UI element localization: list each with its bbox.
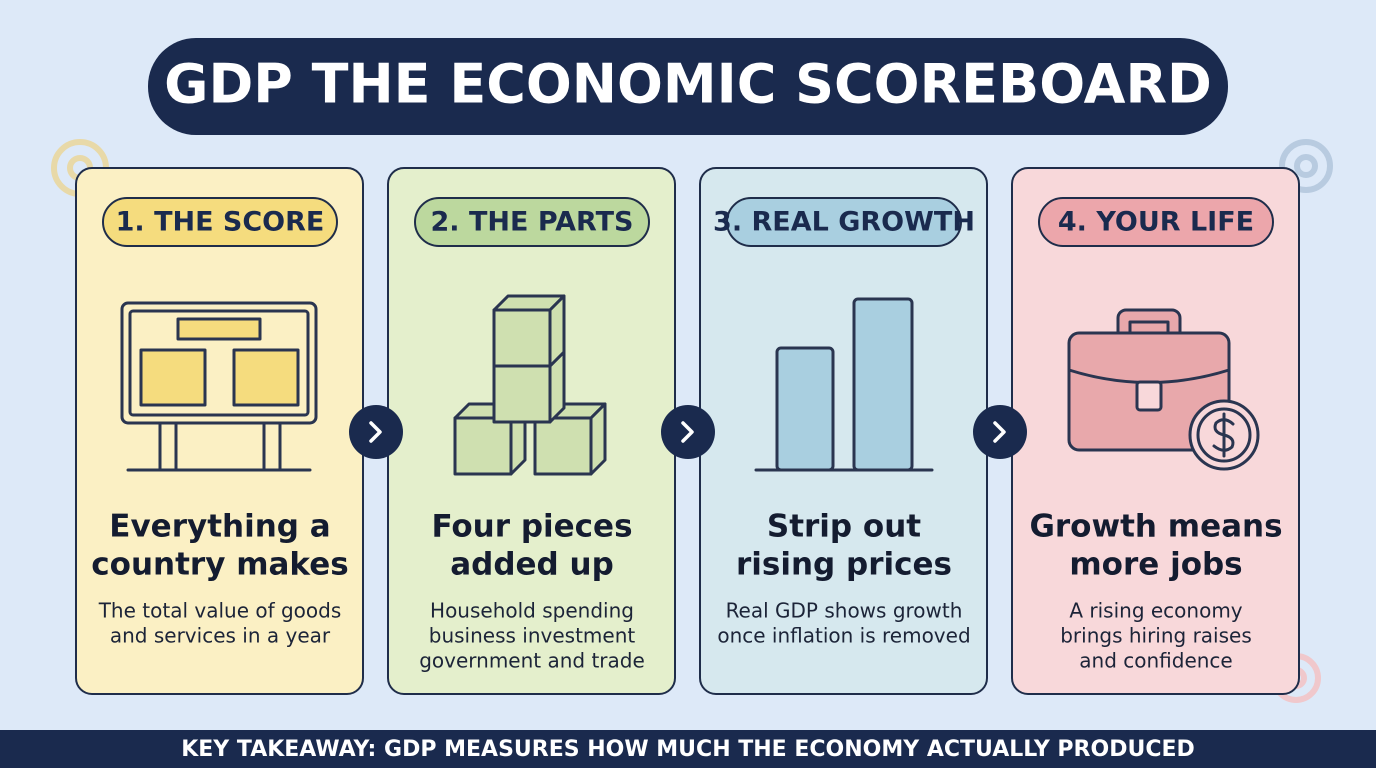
card-body: and services in a year — [110, 624, 331, 648]
arrow-chevron — [369, 421, 382, 443]
card-heading: Growth means — [1029, 509, 1282, 545]
card-label: 1. THE SCORE — [116, 207, 325, 238]
arrow-circle — [661, 405, 715, 459]
bars-icon — [754, 297, 934, 472]
arrows — [349, 405, 1027, 459]
card-heading: country makes — [91, 547, 348, 583]
card-label: 4. YOUR LIFE — [1058, 207, 1254, 238]
card-body: business investment — [429, 624, 636, 648]
card-body: The total value of goods — [98, 599, 342, 623]
arrow-chevron — [993, 421, 1006, 443]
card-label-pill — [1038, 197, 1274, 247]
card-heading: Everything a — [109, 509, 330, 545]
card-body: Real GDP shows growth — [726, 599, 963, 623]
title-pill — [148, 38, 1228, 135]
card-label-pill — [726, 197, 962, 247]
card-label-pill — [102, 197, 338, 247]
title: GDP THE ECONOMIC SCOREBOARD — [164, 53, 1212, 116]
cubes-icon — [453, 294, 607, 476]
card-label-pill — [414, 197, 650, 247]
card-body: A rising economy — [1069, 599, 1242, 623]
card-body: Household spending — [430, 599, 634, 623]
arrow-chevron — [681, 421, 694, 443]
card-label: 2. THE PARTS — [431, 207, 634, 238]
card-heading: Strip out — [767, 509, 921, 545]
card-body: once inflation is removed — [717, 624, 970, 648]
card-label: 3. REAL GROWTH — [713, 207, 975, 238]
card-heading: rising prices — [736, 547, 952, 583]
card-heading: Four pieces — [431, 509, 632, 545]
footer-text: KEY TAKEAWAY: GDP MEASURES HOW MUCH THE … — [181, 737, 1195, 762]
arrow-circle — [973, 405, 1027, 459]
footer-bar — [0, 730, 1376, 768]
card-body: brings hiring raises — [1060, 624, 1252, 648]
card-heading: added up — [450, 547, 614, 583]
arrow-circle — [349, 405, 403, 459]
scoreboard-icon — [120, 301, 318, 472]
card-heading: more jobs — [1069, 547, 1242, 583]
card-body: and confidence — [1079, 649, 1232, 673]
briefcase-icon — [1067, 308, 1260, 471]
card-body: government and trade — [419, 649, 645, 673]
